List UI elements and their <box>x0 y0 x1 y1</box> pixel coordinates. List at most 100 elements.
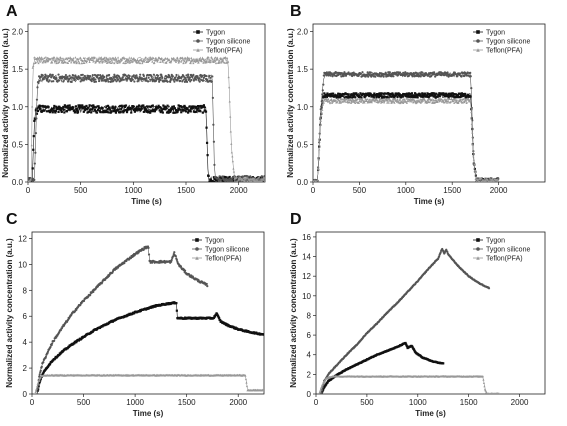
data-point <box>365 99 368 102</box>
y-tick-label: 4 <box>307 351 312 360</box>
data-point <box>39 107 42 110</box>
data-point <box>316 182 318 184</box>
data-point <box>435 92 438 95</box>
data-point <box>66 61 70 64</box>
data-point <box>326 92 329 95</box>
data-point <box>44 74 48 77</box>
y-tick-label: 0.0 <box>297 178 309 187</box>
data-point <box>141 61 144 65</box>
data-point <box>40 56 43 59</box>
data-point <box>382 75 385 78</box>
data-point <box>120 107 123 110</box>
data-point <box>218 61 221 64</box>
data-point <box>228 100 231 103</box>
series-line <box>320 342 443 394</box>
data-point <box>329 74 332 77</box>
data-point <box>158 76 161 80</box>
plot-frame <box>27 23 266 183</box>
data-point <box>34 131 38 135</box>
data-point <box>246 180 249 182</box>
data-point <box>200 60 203 63</box>
data-point <box>175 258 178 261</box>
data-point <box>488 177 491 180</box>
data-point <box>340 94 343 98</box>
data-point <box>384 71 387 74</box>
data-point <box>70 61 73 64</box>
data-point <box>321 383 324 386</box>
data-point <box>181 57 184 60</box>
data-point <box>440 98 443 101</box>
series-data <box>34 245 264 394</box>
legend-marker <box>196 30 200 34</box>
data-point <box>150 58 153 61</box>
data-point <box>319 388 322 391</box>
data-point <box>370 101 373 104</box>
data-point <box>224 56 227 59</box>
y-tick-label: 6 <box>307 331 312 340</box>
data-point <box>192 73 195 76</box>
data-point <box>241 178 244 181</box>
data-point <box>34 390 37 393</box>
data-point <box>43 109 46 112</box>
data-point <box>240 181 243 182</box>
data-point <box>217 182 219 184</box>
data-point <box>432 98 435 101</box>
data-point <box>66 75 69 79</box>
data-point <box>207 174 210 178</box>
data-point <box>120 58 123 61</box>
data-point <box>105 61 109 65</box>
data-point <box>314 183 316 185</box>
data-point <box>201 74 204 77</box>
data-point <box>175 73 178 77</box>
data-point <box>154 56 157 60</box>
data-point <box>411 98 415 101</box>
data-point <box>98 79 101 83</box>
data-point <box>128 74 131 78</box>
data-point <box>63 111 66 114</box>
data-point <box>122 78 125 81</box>
data-point <box>457 101 460 104</box>
data-point <box>176 78 179 82</box>
data-point <box>96 58 100 62</box>
data-point <box>184 76 187 80</box>
data-point <box>317 183 319 185</box>
data-point <box>239 182 241 184</box>
data-point <box>202 76 206 79</box>
data-point <box>396 98 399 101</box>
data-point <box>68 104 71 107</box>
data-point <box>131 78 134 81</box>
data-point <box>149 78 152 81</box>
panel-letter: C <box>6 211 18 228</box>
data-point <box>367 75 370 78</box>
data-point <box>229 115 232 118</box>
data-point <box>470 110 473 114</box>
data-point <box>452 99 455 103</box>
data-point <box>368 98 371 101</box>
data-point <box>87 110 91 113</box>
data-point <box>231 160 234 163</box>
data-point <box>423 92 426 95</box>
data-point <box>249 183 251 185</box>
data-point <box>387 101 390 104</box>
data-point <box>32 148 35 151</box>
legend-marker <box>476 256 480 260</box>
data-point <box>444 100 447 103</box>
x-tick-label: 500 <box>360 398 374 407</box>
data-point <box>251 182 253 184</box>
data-point <box>143 106 147 109</box>
data-point <box>34 392 36 394</box>
data-point <box>103 56 106 59</box>
data-point <box>460 75 463 78</box>
data-point <box>79 80 82 83</box>
data-point <box>399 71 402 74</box>
data-point <box>217 177 220 180</box>
data-point <box>332 92 335 95</box>
y-tick-label: 1.5 <box>12 65 24 74</box>
data-point <box>175 301 178 305</box>
data-point <box>349 98 352 102</box>
data-point <box>113 61 116 65</box>
data-point <box>96 285 100 288</box>
legend-marker <box>476 238 480 242</box>
data-point <box>119 77 122 80</box>
